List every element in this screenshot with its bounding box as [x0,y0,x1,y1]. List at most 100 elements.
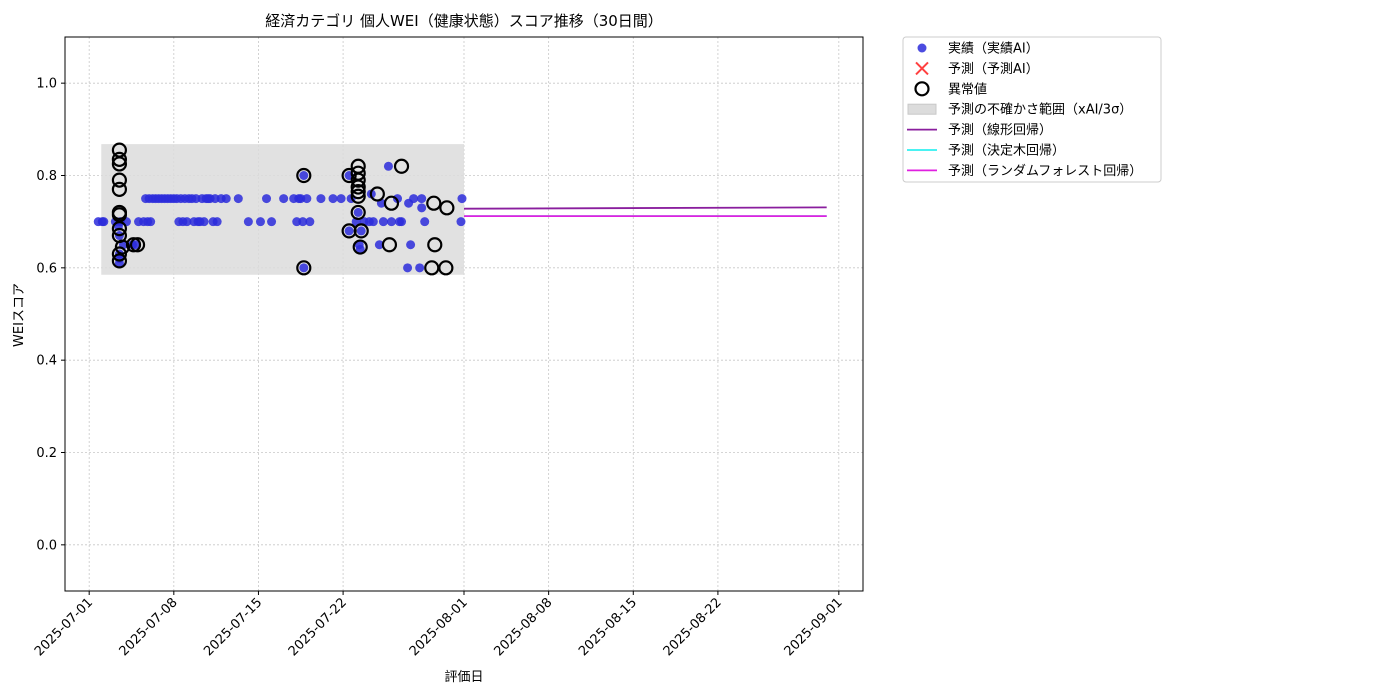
data-point [302,194,312,204]
anomaly-marker [125,237,142,253]
x-tick-label: 2025-08-22 [661,595,725,659]
data-point [457,194,467,204]
data-point [146,217,156,227]
data-point [456,217,466,227]
y-axis-ticks: 0.0 0.2 0.4 0.6 0.8 1.0 [36,77,65,553]
data-point [212,217,222,227]
anomaly-marker [341,167,357,184]
data-point [397,217,407,227]
data-point [299,171,309,180]
legend-swatch-band [907,103,937,115]
data-point [262,194,272,204]
anomaly-marker [296,260,312,276]
data-point [378,217,388,227]
legend-item: 予測の不確かさ範囲（xAI/3σ） [907,102,1132,118]
data-point [415,263,425,273]
anomaly-marker [393,158,410,174]
legend-label: 予測（予測AI） [948,62,1039,77]
legend-label: 予測の不確かさ範囲（xAI/3σ） [948,102,1132,118]
data-point [393,194,402,204]
data-point [316,194,326,204]
anomaly-marker [439,200,455,216]
legend-item: 予測（線形回帰） [907,122,1052,138]
data-point [417,194,427,204]
anomaly-marker [353,223,369,239]
scatter-layer [93,161,467,273]
anomaly-marker [369,186,385,202]
x-tick-label: 2025-08-01 [407,595,471,659]
legend-item: 予測（ランダムフォレスト回帰） [907,163,1142,179]
data-point [409,194,419,204]
legend-swatch-x [915,61,929,76]
line-layer [463,206,827,217]
legend-swatch-scatter [917,43,927,53]
legend-label: 異常値 [948,81,987,97]
data-point [420,217,430,227]
x-tick-label: 2025-07-15 [201,595,265,659]
data-point [267,217,277,227]
anomaly-marker [427,237,443,253]
data-point [221,194,231,204]
x-tick-label: 2025-07-01 [32,595,96,659]
y-tick-label: 0.6 [36,261,57,276]
x-axis-label: 評価日 [444,670,483,685]
legend-item: 異常値 [914,81,987,97]
x-tick-label: 2025-07-08 [117,595,181,659]
anomaly-marker [296,167,312,184]
anomaly-marker [381,237,398,253]
x-tick-label: 2025-08-15 [576,595,640,659]
legend-item: 実績（実績AI） [917,41,1039,57]
anomaly-marker [350,188,366,204]
data-point [299,263,309,273]
legend-label: 実績（実績AI） [948,41,1039,57]
x-axis-ticks: 2025-07-01 2025-07-08 2025-07-15 2025-07-22… [32,591,846,659]
grid [65,37,863,591]
y-tick-label: 0.0 [36,538,57,553]
legend-frame [902,36,1162,183]
uncertainty-band [101,144,464,275]
anomaly-marker [111,220,128,237]
data-point [328,194,338,204]
x-tick-label: 2025-07-22 [286,595,350,659]
data-point [344,226,354,236]
x-tick-label: 2025-08-08 [491,595,555,659]
anomaly-marker [352,239,368,255]
data-point [406,240,416,250]
data-point [305,217,315,227]
data-point [279,194,289,204]
anomaly-marker [111,156,128,172]
anomaly-marker [424,260,440,276]
anomaly-marker [111,253,128,269]
legend-item: 予測（決定木回帰） [907,143,1065,159]
anomaly-marker [114,239,131,255]
data-point [403,263,413,273]
data-point [383,161,393,171]
legend-label: 予測（線形回帰） [948,122,1052,138]
data-point [368,217,378,227]
anomaly-marker [111,246,128,262]
anomaly-marker [111,172,128,188]
legend-item: 予測（予測AI） [915,61,1039,77]
data-point [99,217,109,227]
anomaly-marker [383,195,400,211]
x-tick-label: 2025-09-01 [782,595,846,659]
data-point [353,207,363,217]
y-tick-label: 0.2 [36,446,57,461]
anomaly-marker [129,237,146,253]
y-tick-label: 0.8 [36,169,57,184]
data-point [336,194,346,204]
legend-label: 予測（決定木回帰） [948,143,1065,159]
anomaly-marker [350,179,366,195]
anomaly-marker [350,204,366,221]
y-tick-label: 0.4 [36,354,57,369]
data-point [298,217,308,227]
anomaly-marker [350,172,366,188]
data-point [386,217,396,227]
anomaly-layer [111,142,455,276]
data-point [417,203,427,213]
anomaly-marker [350,184,366,200]
data-point [243,217,253,227]
anomaly-marker [438,260,454,276]
